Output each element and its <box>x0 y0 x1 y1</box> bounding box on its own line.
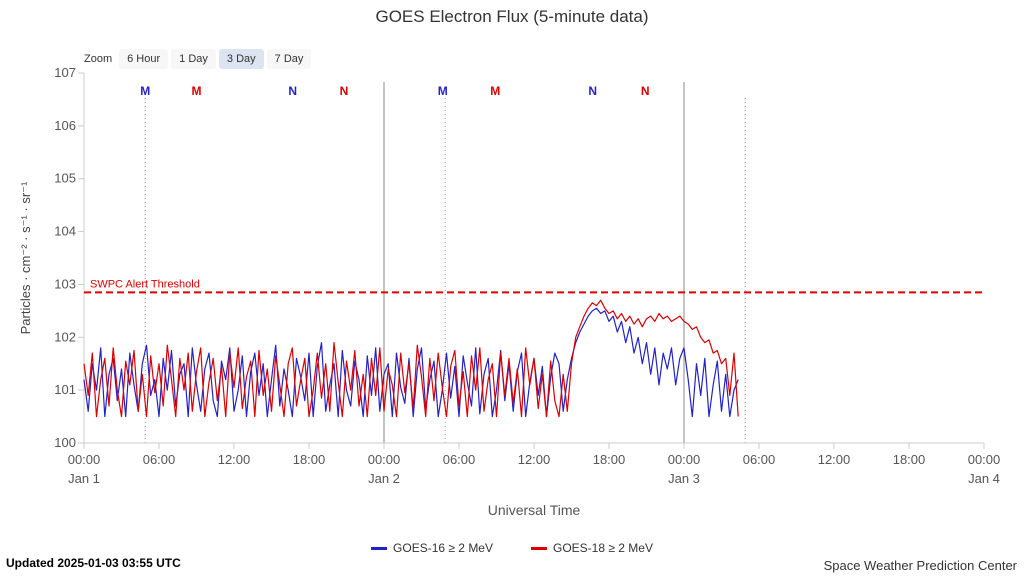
x-day-label: Jan 3 <box>668 471 700 486</box>
zoom-label: Zoom <box>84 53 113 65</box>
x-tick-label: 00:00 <box>668 452 701 467</box>
x-tick-label: 12:00 <box>218 452 251 467</box>
satellite-marker-n-goes16: N <box>288 84 297 98</box>
updated-timestamp: Updated 2025-01-03 03:55 UTC <box>6 556 181 570</box>
x-tick-label: 12:00 <box>818 452 851 467</box>
x-tick-label: 06:00 <box>743 452 776 467</box>
legend-item-goes-16[interactable]: GOES-16 ≥ 2 MeV <box>371 541 493 555</box>
x-day-label: Jan 1 <box>68 471 100 486</box>
satellite-marker-m-goes16: M <box>140 84 150 98</box>
satellite-marker-n-goes16: N <box>588 84 597 98</box>
x-tick-label: 00:00 <box>968 452 1001 467</box>
x-tick-label: 12:00 <box>518 452 551 467</box>
y-tick-label: 104 <box>54 224 76 239</box>
provider-credit: Space Weather Prediction Center <box>823 558 1017 573</box>
goes-18-series-line <box>83 299 739 418</box>
zoom-button-7-day[interactable]: 7 Day <box>266 49 312 69</box>
x-tick-label: 18:00 <box>293 452 326 467</box>
legend: GOES-16 ≥ 2 MeV GOES-18 ≥ 2 MeV <box>0 541 1024 555</box>
x-tick-label: 06:00 <box>443 452 476 467</box>
x-axis-title: Universal Time <box>487 502 581 518</box>
satellite-marker-m-goes16: M <box>438 84 448 98</box>
y-tick-label: 105 <box>54 171 76 186</box>
flux-plot-area: 100 101 102 103 104 105 106 107 00:00 Jan 1 06:00 1… <box>54 65 1001 486</box>
y-tick-label: 103 <box>54 276 76 291</box>
satellite-marker-m-goes18: M <box>192 84 202 98</box>
y-axis-title: Particles · cm⁻² · s⁻¹ · sr⁻¹ <box>18 181 33 335</box>
goes-16-series-line <box>83 307 739 418</box>
legend-item-goes-18[interactable]: GOES-18 ≥ 2 MeV <box>531 541 653 555</box>
legend-label-goes-16: GOES-16 ≥ 2 MeV <box>393 541 493 555</box>
satellite-marker-n-goes18: N <box>340 84 349 98</box>
zoom-range-selector: Zoom 6 Hour 1 Day 3 Day 7 Day <box>84 49 314 69</box>
y-tick-label: 101 <box>54 382 76 397</box>
zoom-button-1-day[interactable]: 1 Day <box>171 49 216 69</box>
chart-title: GOES Electron Flux (5-minute data) <box>375 7 649 26</box>
satellite-marker-m-goes18: M <box>490 84 500 98</box>
x-day-label: Jan 2 <box>368 471 400 486</box>
satellite-marker-n-goes18: N <box>641 84 650 98</box>
x-tick-label: 00:00 <box>368 452 401 467</box>
swpc-alert-threshold-label: SWPC Alert Threshold <box>90 278 200 290</box>
x-tick-label: 18:00 <box>893 452 926 467</box>
y-tick-label: 107 <box>54 65 76 80</box>
x-tick-label: 18:00 <box>593 452 626 467</box>
y-tick-label: 106 <box>54 118 76 133</box>
goes-16-line-swatch-icon <box>371 546 388 550</box>
y-tick-label: 100 <box>54 435 76 450</box>
legend-label-goes-18: GOES-18 ≥ 2 MeV <box>553 541 653 555</box>
x-day-label: Jan 4 <box>968 471 1000 486</box>
y-tick-label: 102 <box>54 329 76 344</box>
x-tick-label: 00:00 <box>68 452 101 467</box>
zoom-button-6-hour[interactable]: 6 Hour <box>119 49 169 69</box>
x-tick-label: 06:00 <box>143 452 176 467</box>
goes-18-line-swatch-icon <box>531 546 547 550</box>
zoom-button-3-day[interactable]: 3 Day <box>218 49 264 69</box>
